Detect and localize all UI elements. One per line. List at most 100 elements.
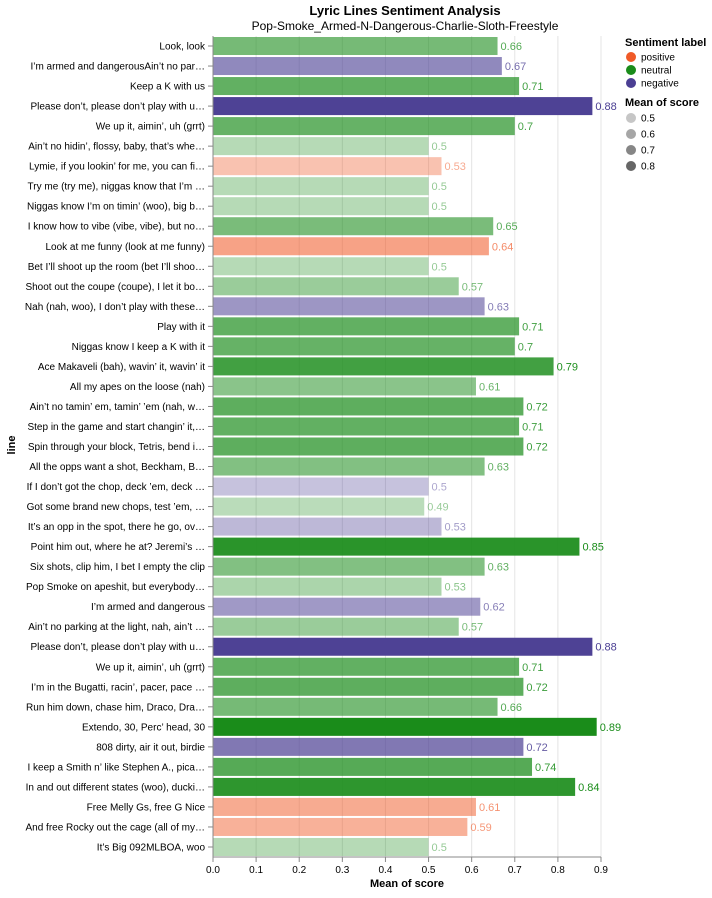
- bar-value-label: 0.79: [557, 361, 578, 373]
- bar-value-label: 0.57: [462, 281, 483, 293]
- y-tick-label: It’s an opp in the spot, there he go, ov…: [28, 522, 205, 533]
- legend-opacity-label: 0.6: [641, 130, 655, 141]
- legend-opacity-title: Mean of score: [625, 97, 699, 109]
- bar-value-label: 0.66: [501, 41, 522, 53]
- x-tick-label: 0.6: [465, 865, 479, 876]
- bar: [213, 217, 494, 236]
- bar-value-label: 0.72: [526, 682, 547, 694]
- bar: [213, 757, 533, 776]
- y-tick-label: Shoot out the coupe (coupe), I let it bo…: [25, 282, 205, 293]
- bar-value-label: 0.72: [526, 442, 547, 454]
- bar-value-label: 0.53: [444, 522, 465, 534]
- y-tick-label: I’m in the Bugatti, racin’, pacer, pace …: [31, 682, 205, 693]
- bar: [213, 237, 489, 256]
- y-tick-label: Step in the game and start changin’ it,…: [27, 422, 205, 433]
- bar-value-label: 0.57: [462, 622, 483, 634]
- bar: [213, 177, 429, 196]
- y-tick-label: Free Melly Gs, free G Nice: [87, 802, 206, 813]
- bar-value-label: 0.5: [432, 141, 447, 153]
- y-tick-label: 808 dirty, air it out, birdie: [96, 742, 205, 753]
- bar-value-label: 0.53: [444, 582, 465, 594]
- y-tick-label: Spin through your block, Tetris, bend i…: [28, 442, 205, 453]
- bar-value-label: 0.63: [488, 462, 509, 474]
- y-tick-label: Pop Smoke on apeshit, but everybody…: [26, 582, 205, 593]
- bar: [213, 357, 554, 376]
- bar-value-label: 0.85: [582, 542, 603, 554]
- x-tick-label: 0.9: [594, 865, 608, 876]
- legend-color-entries: positive neutral negative: [626, 52, 679, 90]
- y-tick-label: Ain’t no hidin’, flossy, baby, that’s wh…: [28, 142, 205, 153]
- bar: [213, 637, 593, 656]
- bar: [213, 457, 485, 476]
- x-tick-label: 0.1: [249, 865, 263, 876]
- bar: [213, 97, 593, 116]
- bar-value-label: 0.53: [444, 161, 465, 173]
- legend-opacity-swatch: [626, 161, 636, 171]
- y-tick-label: Ain’t no tamin’ em, tamin’ ’em (nah, w…: [30, 402, 205, 413]
- y-tick-label: Nah (nah, woo), I don’t play with these…: [25, 302, 205, 313]
- y-tick-label: Look, look: [159, 42, 206, 53]
- bar-value-label: 0.7: [518, 121, 533, 133]
- bar-value-label: 0.88: [595, 101, 616, 113]
- x-tick-label: 0.7: [508, 865, 522, 876]
- legend-color-label: neutral: [641, 66, 672, 77]
- legend-color-swatch: [626, 65, 636, 75]
- bar-value-label: 0.72: [526, 742, 547, 754]
- y-tick-label: We up it, aimin’, uh (grrt): [96, 662, 205, 673]
- y-tick-label: Niggas know I’m on timin’ (woo), big b…: [27, 202, 205, 213]
- bar-value-label: 0.72: [526, 401, 547, 413]
- bar: [213, 797, 476, 816]
- legend-opacity-label: 0.8: [641, 162, 655, 173]
- legend-color-swatch: [626, 52, 636, 62]
- y-tick-label: I know how to vibe (vibe, vibe), but no…: [28, 222, 205, 233]
- bar-value-label: 0.49: [427, 502, 448, 514]
- bar: [213, 117, 515, 136]
- x-tick-label: 0.2: [292, 865, 306, 876]
- y-tick-label: All my apes on the loose (nah): [70, 382, 205, 393]
- bar-value-label: 0.71: [522, 421, 543, 433]
- y-tick-label: Niggas know I keep a K with it: [72, 342, 206, 353]
- bar: [213, 617, 459, 636]
- y-tick-label: We up it, aimin’, uh (grrt): [96, 122, 205, 133]
- bar: [213, 417, 520, 436]
- bar: [213, 137, 429, 156]
- bar: [213, 317, 520, 336]
- legend: Sentiment label positiveneutralnegative …: [625, 37, 706, 173]
- bar-value-label: 0.63: [488, 562, 509, 574]
- bar-value-label: 0.88: [595, 642, 616, 654]
- bar: [213, 297, 485, 316]
- legend-opacity-swatch: [626, 145, 636, 155]
- y-tick-label: Got some brand new chops, test ’em, …: [27, 502, 205, 513]
- bar: [213, 197, 429, 216]
- bar-value-label: 0.89: [600, 722, 621, 734]
- bar: [213, 717, 597, 736]
- bar: [213, 537, 580, 556]
- legend-opacity-swatch: [626, 113, 636, 123]
- bar-value-label: 0.59: [470, 822, 491, 834]
- bar-value-label: 0.5: [432, 261, 447, 273]
- y-tick-label: Lymie, if you lookin’ for me, you can fi…: [29, 162, 205, 173]
- bar: [213, 817, 468, 836]
- x-tick-label: 0.8: [551, 865, 565, 876]
- chart-title: Lyric Lines Sentiment Analysis: [309, 3, 500, 18]
- bar: [213, 777, 576, 796]
- bar: [213, 337, 515, 356]
- y-tick-label: Play with it: [157, 322, 205, 333]
- bar-value-label: 0.63: [488, 301, 509, 313]
- bar: [213, 157, 442, 176]
- x-tick-label: 0.3: [335, 865, 349, 876]
- bars: [213, 37, 597, 856]
- legend-opacity-entries: 0.5 0.6 0.7 0.8: [626, 113, 655, 173]
- bar-value-label: 0.7: [518, 341, 533, 353]
- bar: [213, 837, 429, 856]
- y-tick-label: Point him out, where he at? Jeremi’s …: [31, 542, 205, 553]
- bar: [213, 657, 520, 676]
- bar-value-label: 0.5: [432, 842, 447, 854]
- y-tick-label: Keep a K with us: [130, 82, 205, 93]
- chart-subtitle: Pop-Smoke_Armed-N-Dangerous-Charlie-Slot…: [252, 19, 559, 33]
- y-tick-label: Ace Makaveli (bah), wavin’ it, wavin’ it: [38, 362, 205, 373]
- y-tick-label: Six shots, clip him, I bet I empty the c…: [30, 562, 206, 573]
- legend-opacity-label: 0.5: [641, 114, 655, 125]
- legend-opacity-swatch: [626, 129, 636, 139]
